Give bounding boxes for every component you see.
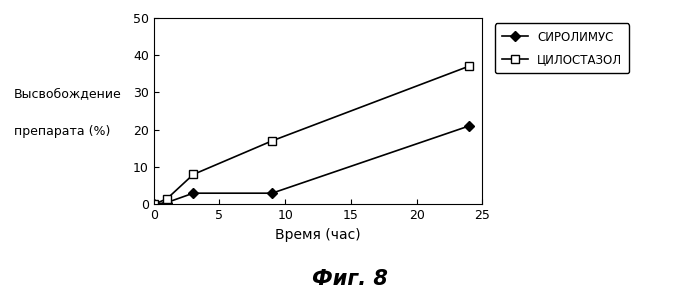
Text: Фиг. 8: Фиг. 8: [312, 269, 387, 289]
ЦИЛОСТАЗОЛ: [163, 197, 171, 201]
СИРОЛИМУС: [150, 203, 158, 206]
ЦИЛОСТАЗОЛ: [189, 173, 197, 176]
СИРОЛИМУС: [163, 201, 171, 204]
Text: препарата (%): препарата (%): [14, 125, 110, 138]
ЦИЛОСТАЗОЛ: [150, 203, 158, 206]
X-axis label: Время (час): Время (час): [275, 228, 361, 242]
Line: СИРОЛИМУС: СИРОЛИМУС: [150, 122, 473, 208]
Legend: СИРОЛИМУС, ЦИЛОСТАЗОЛ: СИРОЛИМУС, ЦИЛОСТАЗОЛ: [495, 23, 630, 73]
СИРОЛИМУС: [465, 124, 473, 128]
Line: ЦИЛОСТАЗОЛ: ЦИЛОСТАЗОЛ: [150, 62, 473, 208]
ЦИЛОСТАЗОЛ: [465, 64, 473, 68]
ЦИЛОСТАЗОЛ: [268, 139, 276, 142]
СИРОЛИМУС: [268, 192, 276, 195]
Text: Высвобождение: Высвобождение: [14, 87, 122, 100]
СИРОЛИМУС: [189, 192, 197, 195]
